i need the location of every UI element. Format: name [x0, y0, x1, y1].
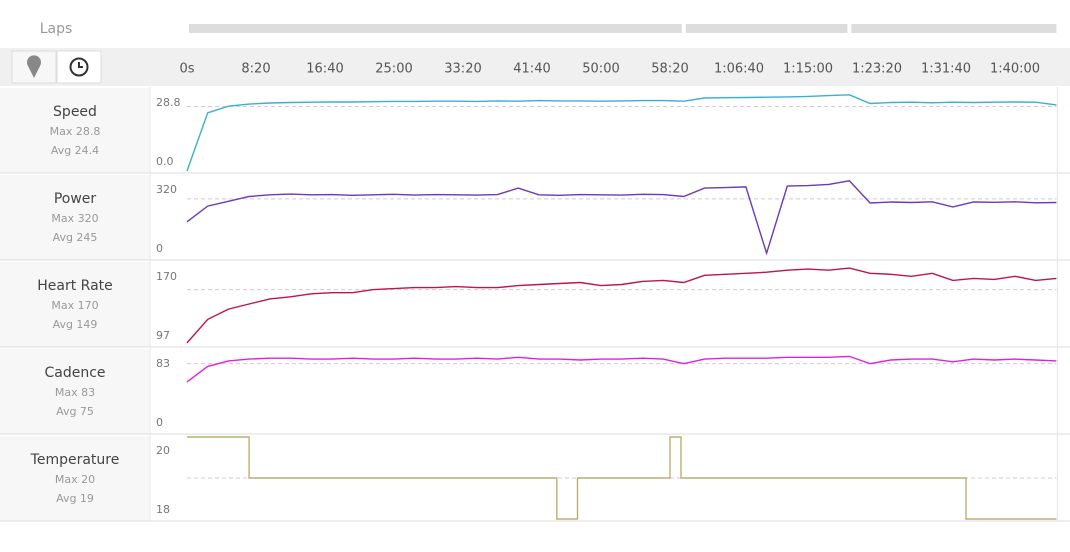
avg-stat: Avg 149 [53, 318, 98, 331]
laps-label: Laps [40, 21, 73, 37]
x-tick-label: 50:00 [582, 62, 619, 77]
x-tick-label: 1:23:20 [852, 62, 902, 77]
x-tick-label: 58:20 [651, 62, 688, 77]
x-tick-label: 33:20 [444, 62, 481, 77]
max-stat: Max 20 [55, 473, 95, 486]
panel-title: Power [54, 191, 97, 207]
y-tick-label: 18 [156, 503, 170, 516]
avg-stat: Avg 19 [56, 492, 94, 505]
clock-hands [78, 62, 83, 68]
x-tick-label: 0s [179, 62, 194, 77]
panel-side [0, 262, 150, 347]
max-stat: Max 83 [55, 386, 95, 399]
x-tick-label: 1:15:00 [783, 62, 833, 77]
data-line [186, 94, 1057, 172]
panel-title: Cadence [44, 365, 105, 381]
y-tick-label: 0.0 [156, 155, 174, 168]
panel-title: Temperature [30, 452, 120, 468]
max-stat: Max 170 [51, 299, 98, 312]
x-tick-label: 1:31:40 [921, 62, 971, 77]
x-tick-label: 16:40 [306, 62, 343, 77]
y-tick-label: 20 [156, 444, 170, 457]
y-tick-label: 320 [156, 183, 177, 196]
x-tick-label: 1:40:00 [990, 62, 1040, 77]
y-tick-label: 0 [156, 416, 163, 429]
max-stat: Max 28.8 [50, 125, 101, 138]
data-line [186, 355, 1057, 383]
max-stat: Max 320 [51, 212, 98, 225]
y-tick-label: 0 [156, 242, 163, 255]
lap-bar [189, 24, 682, 33]
x-tick-label: 8:20 [241, 62, 270, 77]
panel-side [0, 436, 150, 521]
pin-icon [26, 55, 42, 78]
x-tick-label: 1:06:40 [714, 62, 764, 77]
avg-stat: Avg 24.4 [51, 144, 99, 157]
avg-stat: Avg 245 [53, 231, 98, 244]
data-line [186, 267, 1057, 344]
data-line [187, 436, 1057, 520]
y-tick-label: 170 [156, 270, 177, 283]
clock-icon [69, 57, 89, 77]
panel-side [0, 88, 150, 173]
x-tick-label: 41:40 [513, 62, 550, 77]
y-tick-label: 28.8 [156, 96, 181, 109]
toolbar [0, 48, 1070, 86]
lap-bar [685, 24, 848, 33]
y-tick-label: 97 [156, 329, 170, 342]
data-line [186, 180, 1057, 256]
panel-side [0, 175, 150, 260]
panel-title: Heart Rate [37, 278, 113, 294]
lap-bar [851, 24, 1057, 33]
panel-side [0, 349, 150, 434]
panel-title: Speed [53, 104, 97, 120]
avg-stat: Avg 75 [56, 405, 94, 418]
x-tick-label: 25:00 [375, 62, 412, 77]
y-tick-label: 83 [156, 357, 170, 370]
